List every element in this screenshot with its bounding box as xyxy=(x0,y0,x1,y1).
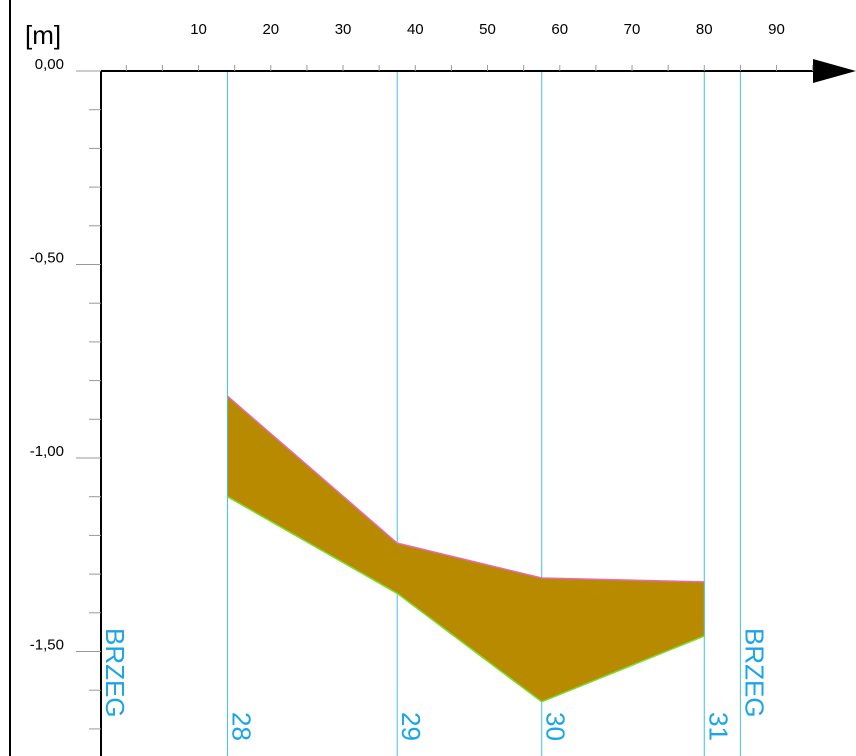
y-tick-label: -1,50 xyxy=(30,637,64,654)
layer-bottom-line xyxy=(227,496,705,703)
y-unit-label: [m] xyxy=(25,20,61,50)
profile-label: 28 xyxy=(226,712,256,741)
layer-fill xyxy=(227,396,705,702)
axes xyxy=(100,59,856,756)
x-tick-label: 20 xyxy=(262,21,279,38)
layer-top-line xyxy=(226,395,705,583)
profile-label: 31 xyxy=(703,712,733,741)
bank-label: BRZEG xyxy=(739,628,769,718)
x-axis-arrow xyxy=(813,59,856,83)
x-tick-label: 70 xyxy=(624,21,641,38)
y-tick-label: 0,00 xyxy=(35,56,64,73)
x-tick-label: 60 xyxy=(551,21,568,38)
bank-label: BRZEG xyxy=(100,628,130,718)
x-tick-label: 80 xyxy=(696,21,713,38)
x-tick-label: 40 xyxy=(407,21,424,38)
x-tick-label: 30 xyxy=(335,21,352,38)
y-tick-label: -1,00 xyxy=(30,443,64,460)
profile-label: 29 xyxy=(396,712,426,741)
ticks: 10 20 30 40 50 60 70 80 90 0,00 -0,50 -1,00 -1,50 xyxy=(30,21,814,730)
x-tick-label: 50 xyxy=(479,21,496,38)
x-tick-label: 10 xyxy=(190,21,207,38)
profile-label: 30 xyxy=(541,712,571,741)
y-tick-label: -0,50 xyxy=(30,250,64,267)
layer-area xyxy=(226,395,705,703)
x-tick-label: 90 xyxy=(768,21,785,38)
